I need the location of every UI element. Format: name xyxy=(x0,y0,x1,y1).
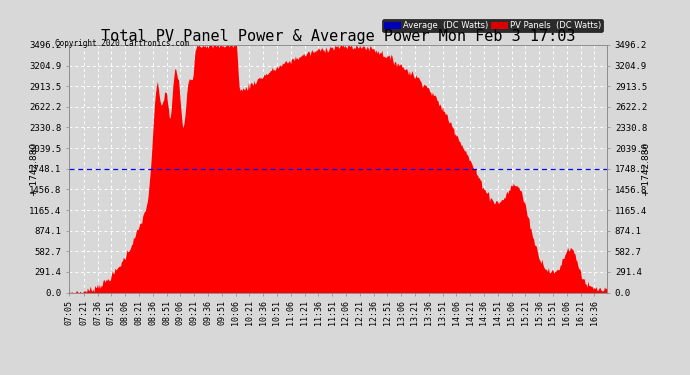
Y-axis label: + 1742.880: + 1742.880 xyxy=(642,142,651,196)
Y-axis label: + 1742.880: + 1742.880 xyxy=(30,142,39,196)
Legend: Average  (DC Watts), PV Panels  (DC Watts): Average (DC Watts), PV Panels (DC Watts) xyxy=(382,20,603,32)
Title: Total PV Panel Power & Average Power Mon Feb 3 17:03: Total PV Panel Power & Average Power Mon… xyxy=(101,29,575,44)
Text: Copyright 2020 Cartronics.com: Copyright 2020 Cartronics.com xyxy=(55,39,189,48)
